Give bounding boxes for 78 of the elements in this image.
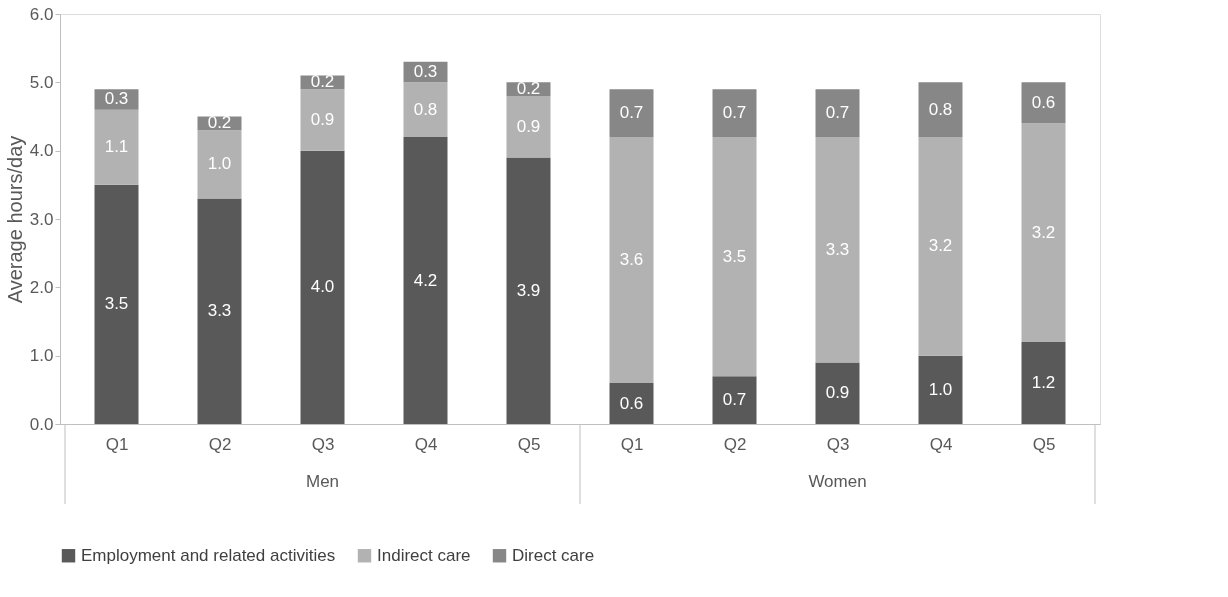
bar <box>1021 123 1066 342</box>
data-label: 1.2 <box>1031 373 1056 392</box>
bar <box>403 137 448 424</box>
data-label: 4.2 <box>413 270 438 290</box>
y-tick-label: 0.0 <box>29 414 54 434</box>
bar <box>94 109 139 185</box>
data-label: 3.6 <box>619 250 644 269</box>
data-label: 0.8 <box>413 99 438 119</box>
data-label: 1.1 <box>104 137 129 157</box>
x-tick-label: Q3 <box>311 434 335 454</box>
data-label: 1.0 <box>207 154 232 174</box>
x-tick-label: Q4 <box>929 434 953 454</box>
data-label: 3.2 <box>928 236 953 256</box>
data-label: 0.9 <box>516 116 541 136</box>
data-label: 0.8 <box>928 99 953 119</box>
bar <box>918 137 963 356</box>
data-label: 0.2 <box>207 113 232 133</box>
data-label: 0.6 <box>619 393 644 413</box>
data-label: 0.7 <box>722 390 747 410</box>
data-label: 0.7 <box>619 103 644 123</box>
data-label: 3.5 <box>722 246 747 266</box>
bar <box>712 89 757 137</box>
legend-label: Employment and related activities <box>81 545 336 565</box>
data-label: 3.3 <box>207 301 232 321</box>
data-label: 4.0 <box>310 277 335 297</box>
data-label: 3.2 <box>1031 222 1056 242</box>
y-tick-label: 6.0 <box>29 4 54 24</box>
bar <box>918 355 963 424</box>
y-tick-label: 4.0 <box>29 141 54 161</box>
data-label: 0.3 <box>413 62 438 82</box>
x-tick-label: Q1 <box>620 434 644 454</box>
text: Women <box>808 472 867 491</box>
bar <box>609 383 654 424</box>
bar <box>1021 82 1066 124</box>
data-label: 0.9 <box>825 383 850 403</box>
bar <box>712 376 757 424</box>
x-tick-label: Q2 <box>723 434 747 454</box>
y-tick-label: 1.0 <box>29 346 54 366</box>
data-label: 3.3 <box>825 239 850 259</box>
bar <box>506 157 551 424</box>
data-label: 0.7 <box>825 103 850 123</box>
bar <box>403 82 448 137</box>
bar <box>609 137 654 383</box>
x-tick-label: Q5 <box>517 434 541 454</box>
bar <box>506 96 551 158</box>
bar <box>918 82 963 137</box>
x-tick-label: Q3 <box>826 434 850 454</box>
bar <box>815 137 860 363</box>
bar <box>815 362 860 424</box>
bar <box>609 89 654 137</box>
data-label: 0.6 <box>1031 92 1056 112</box>
data-label: 0.9 <box>310 109 335 129</box>
x-tick-label: Q5 <box>1032 434 1056 454</box>
y-tick-label: 3.0 <box>29 209 54 229</box>
text: Men <box>305 472 340 491</box>
data-label: 3.9 <box>516 280 541 300</box>
legend-label: Indirect care <box>377 545 471 565</box>
y-tick-label: 5.0 <box>29 72 54 92</box>
bar <box>300 89 345 151</box>
data-label: 0.7 <box>722 103 747 123</box>
bar <box>300 150 345 424</box>
bar <box>197 198 242 424</box>
y-tick-label: 2.0 <box>29 277 54 297</box>
data-label: 3.5 <box>104 294 129 314</box>
bar <box>712 137 757 377</box>
bar <box>197 130 242 199</box>
data-label: 0.2 <box>310 72 335 92</box>
x-tick-label: Q4 <box>414 434 438 454</box>
bar <box>1021 342 1066 424</box>
data-label: 1.0 <box>928 379 953 399</box>
data-label: 0.2 <box>516 79 541 99</box>
x-tick-label: Q2 <box>208 434 232 454</box>
y-axis-title: Average hours/day <box>3 135 26 304</box>
data-label: 0.3 <box>104 89 129 109</box>
x-tick-label: Q1 <box>105 434 129 454</box>
legend-label: Direct care <box>512 545 595 565</box>
bar <box>815 89 860 137</box>
bar <box>94 184 139 424</box>
